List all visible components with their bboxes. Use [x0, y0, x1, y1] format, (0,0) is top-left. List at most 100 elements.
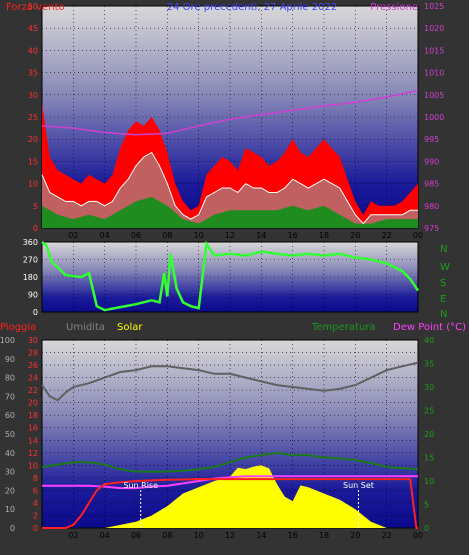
pressure-label: Pressione	[370, 2, 418, 13]
y-tick-pressure: 1000	[424, 113, 444, 122]
humidity-legend: Umidita	[66, 322, 105, 333]
rain-line	[42, 478, 418, 529]
y-tick-wind: 50	[28, 2, 38, 11]
y-tick-rain: 0	[33, 524, 38, 533]
y-tick-humidity: 30	[5, 468, 15, 477]
y-tick-direction: 360	[23, 238, 38, 247]
y-tick-wind: 25	[28, 113, 38, 122]
solar-legend: Solar	[117, 322, 143, 333]
sunset-label: Sun Set	[343, 481, 374, 490]
y-tick-wind: 40	[28, 46, 38, 55]
y-tick-humidity: 40	[5, 449, 15, 458]
y-tick-temp: 20	[424, 430, 434, 439]
y-tick-rain: 12	[28, 449, 38, 458]
y-tick-direction: 90	[28, 291, 38, 300]
temperature-line	[41, 451, 419, 473]
y-tick-temp: 35	[424, 360, 434, 369]
y-tick-rain: 22	[28, 386, 38, 395]
y-tick-humidity: 70	[5, 392, 15, 401]
temperature-legend: Temperatura	[311, 322, 376, 333]
low-area	[42, 196, 418, 228]
y-tick-temp: 0	[424, 524, 429, 533]
humidity-line	[41, 361, 419, 402]
y-tick-pressure: 1020	[424, 24, 444, 33]
direction-line	[41, 240, 420, 312]
y-tick-temp: 25	[424, 407, 434, 416]
x-tick-label: 00	[413, 231, 423, 240]
y-tick-direction: 270	[23, 256, 38, 265]
solar-area	[42, 465, 418, 528]
y-tick-wind: 45	[28, 24, 38, 33]
x-tick-label: 08	[162, 231, 172, 240]
y-tick-humidity: 10	[5, 505, 15, 514]
y-tick-pressure: 1015	[424, 46, 444, 55]
x-tick-label: 20	[350, 531, 360, 540]
dewpoint-line	[42, 475, 418, 490]
y-tick-rain: 10	[28, 461, 38, 470]
y-tick-wind: 15	[28, 157, 38, 166]
y-tick-humidity: 90	[5, 355, 15, 364]
x-tick-label: 12	[225, 231, 235, 240]
x-tick-label: 10	[194, 231, 204, 240]
y-tick-pressure: 985	[424, 180, 439, 189]
y-tick-rain: 24	[28, 374, 38, 383]
y-tick-rain: 8	[33, 474, 38, 483]
y-tick-temp: 30	[424, 383, 434, 392]
y-tick-rain: 30	[28, 336, 38, 345]
compass-w: W	[440, 262, 450, 273]
compass-n-bottom: N	[440, 309, 447, 320]
x-tick-label: 12	[225, 531, 235, 540]
compass-e: E	[440, 294, 446, 305]
y-tick-temp: 10	[424, 477, 434, 486]
chart-title: 24 Ore precedenti, 27 Aprile 2022	[167, 2, 337, 13]
x-tick-label: 08	[162, 531, 172, 540]
y-tick-pressure: 1010	[424, 69, 444, 78]
y-tick-wind: 5	[33, 202, 38, 211]
sunrise-label: Sun Rise	[123, 481, 158, 490]
compass-n-top: N	[440, 244, 447, 255]
y-tick-pressure: 995	[424, 135, 439, 144]
x-tick-label: 20	[350, 231, 360, 240]
y-tick-pressure: 1025	[424, 2, 444, 11]
x-tick-label: 22	[382, 231, 392, 240]
x-tick-label: 02	[68, 231, 78, 240]
y-tick-humidity: 50	[5, 430, 15, 439]
avg-line	[41, 151, 418, 225]
x-tick-label: 10	[194, 531, 204, 540]
y-tick-wind: 10	[28, 180, 38, 189]
y-tick-direction: 180	[23, 273, 38, 282]
dewpoint-legend: Dew Point (°C)	[393, 322, 466, 333]
y-tick-humidity: 100	[0, 336, 15, 345]
y-tick-humidity: 20	[5, 486, 15, 495]
x-tick-label: 16	[288, 531, 298, 540]
y-tick-wind: 30	[28, 91, 38, 100]
x-tick-label: 18	[319, 231, 329, 240]
x-tick-label: 00	[413, 531, 423, 540]
y-tick-rain: 6	[33, 486, 38, 495]
y-tick-humidity: 0	[10, 524, 15, 533]
y-tick-wind: 0	[33, 224, 38, 233]
compass-labels: N W S E N	[440, 244, 450, 320]
x-tick-label: 18	[319, 531, 329, 540]
pressure-line	[41, 89, 419, 136]
y-tick-temp: 5	[424, 501, 429, 510]
y-tick-rain: 20	[28, 399, 38, 408]
y-tick-rain: 28	[28, 349, 38, 358]
y-tick-rain: 18	[28, 411, 38, 420]
y-tick-direction: 0	[33, 308, 38, 317]
x-tick-label: 02	[68, 531, 78, 540]
y-tick-rain: 2	[33, 511, 38, 520]
y-tick-temp: 40	[424, 336, 434, 345]
compass-s: S	[440, 278, 446, 289]
y-tick-pressure: 990	[424, 157, 439, 166]
y-tick-temp: 15	[424, 454, 434, 463]
y-tick-rain: 4	[33, 499, 38, 508]
x-tick-label: 06	[131, 531, 141, 540]
x-tick-label: 16	[288, 231, 298, 240]
y-tick-rain: 26	[28, 361, 38, 370]
y-tick-humidity: 80	[5, 374, 15, 383]
x-tick-label: 22	[382, 531, 392, 540]
x-tick-label: 04	[100, 231, 110, 240]
